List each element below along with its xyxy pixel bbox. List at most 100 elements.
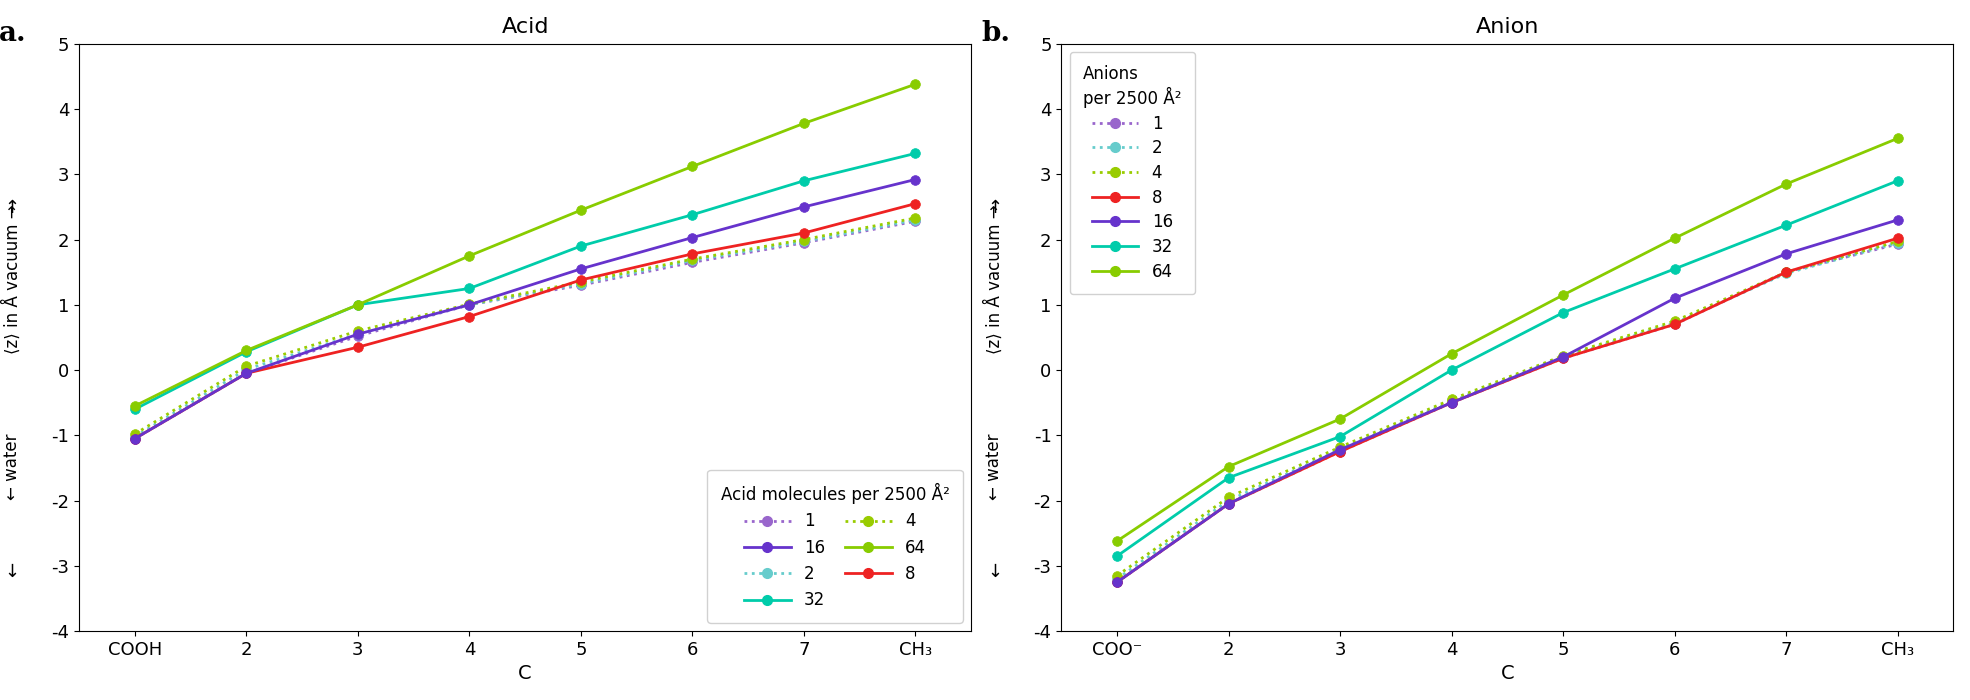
32 — [347, 300, 370, 309]
1 — [1550, 354, 1574, 363]
64 — [680, 162, 703, 171]
32 — [1217, 473, 1241, 482]
32 — [1550, 309, 1574, 317]
64 — [569, 206, 593, 214]
1 — [1328, 447, 1351, 456]
64 — [1775, 180, 1799, 188]
64 — [347, 300, 370, 309]
64 — [234, 346, 258, 355]
64 — [1440, 349, 1464, 358]
16 — [1105, 578, 1129, 587]
Line: 32: 32 — [1113, 176, 1903, 561]
Line: 16: 16 — [130, 174, 920, 443]
2 — [1885, 239, 1909, 247]
32 — [569, 242, 593, 251]
Legend: 1, 16, 2, 32, 4, 64, 8, : 1, 16, 2, 32, 4, 64, 8, — [707, 470, 963, 623]
1 — [1663, 320, 1686, 328]
Text: ← water: ← water — [985, 433, 1003, 500]
2 — [1328, 445, 1351, 454]
4 — [234, 362, 258, 370]
16 — [457, 300, 481, 309]
Line: 4: 4 — [130, 213, 920, 439]
8 — [1663, 320, 1686, 328]
4 — [1440, 395, 1464, 404]
8 — [1217, 500, 1241, 508]
64 — [792, 119, 816, 127]
32 — [234, 348, 258, 356]
Text: ⟨z⟩ in Å vacuum →: ⟨z⟩ in Å vacuum → — [2, 204, 22, 354]
64 — [1328, 415, 1351, 424]
1 — [234, 369, 258, 377]
8 — [569, 276, 593, 284]
4 — [1105, 571, 1129, 580]
64 — [1217, 463, 1241, 471]
Title: Acid: Acid — [502, 17, 550, 36]
8 — [1550, 354, 1574, 363]
Line: 1: 1 — [1113, 239, 1903, 587]
4 — [1663, 317, 1686, 326]
16 — [234, 369, 258, 377]
4 — [1217, 493, 1241, 501]
16 — [1328, 445, 1351, 454]
Line: 64: 64 — [1113, 134, 1903, 546]
2 — [680, 256, 703, 265]
4 — [792, 235, 816, 244]
8 — [1775, 268, 1799, 277]
2 — [1217, 496, 1241, 505]
1 — [122, 435, 146, 443]
8 — [1885, 234, 1909, 242]
32 — [1440, 366, 1464, 375]
64 — [1663, 234, 1686, 242]
8 — [1105, 578, 1129, 587]
Text: b.: b. — [981, 20, 1011, 48]
4 — [1550, 351, 1574, 360]
8 — [1328, 447, 1351, 456]
Line: 2: 2 — [1113, 238, 1903, 584]
16 — [904, 175, 928, 183]
Line: 64: 64 — [130, 79, 920, 411]
64 — [1550, 290, 1574, 299]
32 — [457, 284, 481, 293]
8 — [457, 312, 481, 321]
Line: 2: 2 — [130, 215, 920, 442]
16 — [1550, 353, 1574, 361]
32 — [680, 211, 703, 219]
8 — [234, 369, 258, 377]
32 — [904, 149, 928, 158]
4 — [122, 430, 146, 438]
2 — [1550, 353, 1574, 361]
16 — [347, 330, 370, 338]
2 — [234, 365, 258, 374]
1 — [1440, 398, 1464, 407]
4 — [457, 300, 481, 308]
Title: Anion: Anion — [1476, 17, 1539, 36]
2 — [792, 237, 816, 246]
Line: 4: 4 — [1113, 237, 1903, 580]
4 — [680, 255, 703, 263]
1 — [347, 332, 370, 340]
Text: ↓: ↓ — [4, 564, 20, 581]
2 — [1663, 319, 1686, 328]
Text: ↑: ↑ — [987, 199, 1003, 217]
Line: 16: 16 — [1113, 215, 1903, 587]
16 — [569, 265, 593, 273]
64 — [1105, 537, 1129, 545]
16 — [792, 203, 816, 211]
X-axis label: C: C — [1501, 664, 1515, 683]
1 — [1217, 500, 1241, 508]
8 — [680, 250, 703, 258]
4 — [1328, 443, 1351, 452]
Legend: 1, 2, 4, 8, 16, 32, 64: 1, 2, 4, 8, 16, 32, 64 — [1070, 52, 1196, 294]
16 — [122, 435, 146, 443]
1 — [680, 258, 703, 267]
2 — [122, 433, 146, 441]
16 — [1440, 398, 1464, 407]
Text: ↓: ↓ — [987, 564, 1003, 581]
4 — [1775, 268, 1799, 277]
16 — [1775, 250, 1799, 258]
1 — [904, 217, 928, 225]
Text: ↑: ↑ — [4, 199, 20, 217]
4 — [1885, 237, 1909, 246]
1 — [457, 300, 481, 309]
64 — [1885, 134, 1909, 143]
